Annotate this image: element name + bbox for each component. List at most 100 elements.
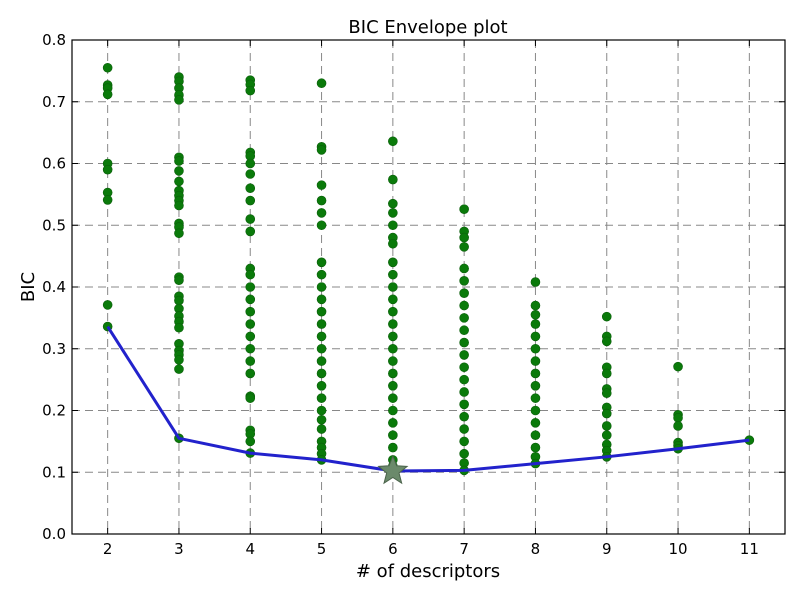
scatter-point: [316, 424, 327, 434]
scatter-point: [316, 294, 327, 305]
scatter-point: [316, 343, 327, 354]
y-tick-label: 0.6: [42, 155, 66, 173]
scatter-point: [245, 368, 256, 379]
scatter-point: [245, 356, 256, 366]
scatter-point: [174, 156, 184, 166]
scatter-point: [174, 176, 184, 187]
scatter-point: [388, 294, 398, 305]
scatter-point: [673, 361, 683, 372]
best-model-star-marker: [377, 454, 409, 485]
x-tick-label: 9: [602, 540, 612, 558]
scatter-point: [459, 399, 469, 410]
scatter-point: [316, 380, 327, 391]
scatter-point: [316, 220, 327, 231]
scatter-point: [459, 263, 469, 274]
scatter-point: [245, 169, 256, 179]
scatter-point: [601, 388, 612, 399]
scatter-point: [245, 294, 256, 305]
chart-title: BIC Envelope plot: [348, 17, 507, 38]
x-tick-label: 7: [459, 540, 469, 558]
scatter-point: [530, 300, 541, 311]
scatter-point: [601, 368, 612, 379]
scatter-point: [316, 356, 327, 366]
scatter-point: [459, 350, 469, 360]
scatter-point: [388, 393, 398, 403]
scatter-point: [530, 331, 541, 342]
scatter-point: [245, 436, 256, 447]
scatter-point: [459, 448, 469, 459]
y-axis-label: BIC: [18, 272, 39, 302]
scatter-point: [388, 319, 398, 329]
scatter-point: [459, 337, 469, 348]
scatter-point: [388, 343, 398, 354]
envelope-series: [106, 325, 750, 473]
scatter-point: [459, 424, 469, 434]
scatter-point: [316, 180, 327, 190]
scatter-point: [316, 368, 327, 379]
scatter-point: [388, 238, 398, 249]
scatter-point: [530, 418, 541, 428]
scatter-point: [174, 95, 184, 105]
scatter-point: [459, 387, 469, 397]
x-tick-label: 6: [388, 540, 398, 558]
scatter-point: [388, 331, 398, 342]
scatter-point: [388, 430, 398, 441]
scatter-point: [316, 319, 327, 329]
scatter-point: [174, 364, 184, 374]
y-tick-label: 0.8: [42, 31, 66, 49]
scatter-point: [174, 228, 184, 239]
scatter-point: [388, 136, 398, 147]
scatter-point: [388, 380, 398, 391]
y-tick-label: 0.5: [42, 216, 66, 234]
scatter-point: [388, 257, 398, 268]
scatter-point: [388, 405, 398, 416]
scatter-point: [245, 195, 256, 206]
scatter-point: [388, 174, 398, 185]
scatter-point: [459, 374, 469, 385]
scatter-point: [245, 158, 256, 169]
scatter-point: [530, 343, 541, 354]
y-tick-label: 0.2: [42, 402, 66, 420]
x-axis-label: # of descriptors: [356, 561, 500, 582]
x-tick-label: 2: [103, 540, 113, 558]
scatter-point: [174, 166, 184, 176]
scatter-point: [601, 421, 612, 431]
scatter-point: [245, 319, 256, 329]
scatter-point: [174, 355, 184, 365]
scatter-point: [245, 282, 256, 292]
scatter-point: [601, 430, 612, 441]
scatter-point: [102, 89, 113, 100]
scatter-point: [174, 322, 184, 333]
scatter-point: [388, 418, 398, 428]
x-tick-label: 8: [531, 540, 541, 558]
scatter-point: [388, 368, 398, 379]
scatter-point: [388, 442, 398, 453]
scatter-point: [316, 257, 327, 268]
scatter-point: [530, 393, 541, 403]
scatter-point: [245, 269, 256, 280]
scatter-point: [459, 411, 469, 422]
scatter-point: [245, 393, 256, 403]
scatter-point: [388, 282, 398, 292]
scatter-point: [459, 362, 469, 373]
scatter-point: [459, 204, 469, 214]
scatter-point: [316, 331, 327, 342]
scatter-point: [316, 414, 327, 425]
scatter-point: [316, 405, 327, 416]
envelope-line: [106, 325, 750, 473]
scatter-point: [459, 313, 469, 323]
scatter-point: [102, 164, 113, 175]
scatter-point: [601, 408, 612, 419]
scatter-point: [530, 309, 541, 320]
scatter-point: [530, 380, 541, 391]
scatter-point: [174, 295, 184, 306]
scatter-point: [530, 356, 541, 366]
scatter-point: [174, 275, 184, 286]
scatter-point: [316, 306, 327, 317]
axis-ticks: [72, 39, 785, 535]
scatter-point: [673, 421, 683, 431]
scatter-point: [245, 183, 256, 193]
scatter-point: [530, 319, 541, 329]
scatter-point: [245, 226, 256, 237]
scatter-point: [245, 214, 256, 224]
